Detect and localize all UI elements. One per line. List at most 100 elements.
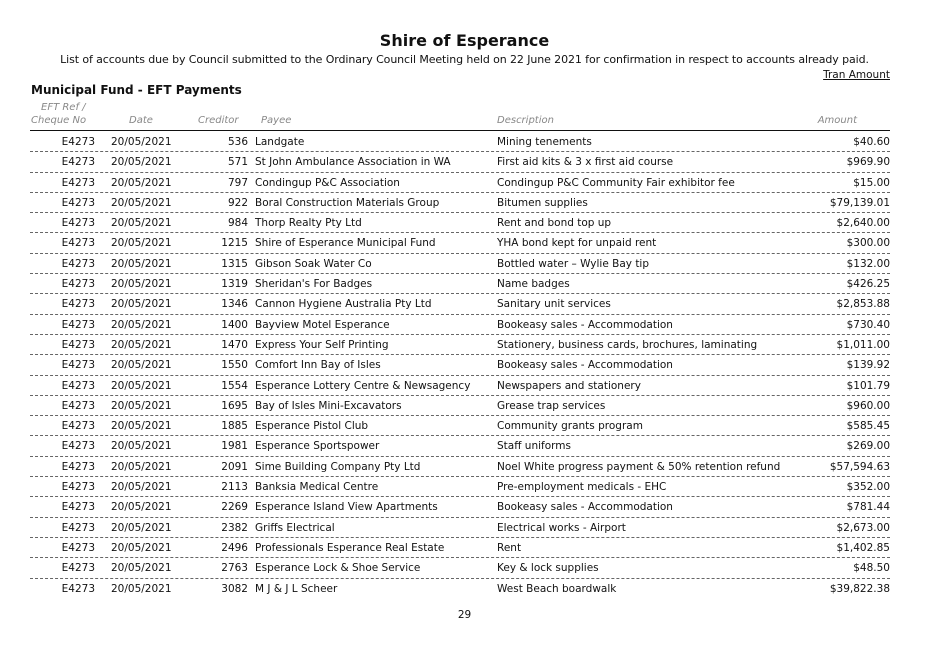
cell-payee: Boral Construction Materials Group <box>255 196 440 209</box>
cell-description: Bookeasy sales - Accommodation <box>497 501 673 514</box>
cell-eft-ref: E4273 <box>61 278 95 291</box>
cell-eft-ref: E4273 <box>61 501 95 514</box>
cell-description: Sanitary unit services <box>497 298 611 311</box>
cell-description: Bookeasy sales - Accommodation <box>497 359 673 372</box>
table-row: E4273 20/05/2021 1550 Comfort Inn Bay of Is… <box>30 355 890 376</box>
cell-description: First aid kits & 3 x first aid course <box>497 156 674 169</box>
cell-date: 20/05/2021 <box>111 440 172 453</box>
cell-payee: Esperance Lottery Centre & Newsagency <box>255 379 471 392</box>
cell-description: Noel White progress payment & 50% retent… <box>497 460 781 473</box>
cell-eft-ref: E4273 <box>61 257 95 270</box>
column-header-creditor: Creditor <box>198 115 239 126</box>
cell-date: 20/05/2021 <box>111 318 172 331</box>
cell-amount: $79,139.01 <box>829 196 890 209</box>
cell-creditor: 1319 <box>221 278 248 291</box>
table-row: E4273 20/05/2021 1470 Express Your Self Pri… <box>30 335 890 356</box>
cell-payee: Bay of Isles Mini-Excavators <box>255 399 402 412</box>
cell-description: Grease trap services <box>497 399 606 412</box>
cell-date: 20/05/2021 <box>111 237 172 250</box>
cell-creditor: 2269 <box>221 501 248 514</box>
table-row: E4273 20/05/2021 1885 Esperance Pistol Club… <box>30 416 890 437</box>
cell-creditor: 1885 <box>221 420 248 433</box>
cell-creditor: 536 <box>227 136 248 148</box>
column-header-description: Description <box>497 115 554 126</box>
cell-date: 20/05/2021 <box>111 196 172 209</box>
table-row: E4273 20/05/2021 984 Thorp Realty Pty Ltd Re… <box>30 213 890 234</box>
cell-amount: $352.00 <box>846 481 890 494</box>
cell-creditor: 2382 <box>221 521 248 534</box>
cell-eft-ref: E4273 <box>61 156 95 169</box>
table-row: E4273 20/05/2021 1346 Cannon Hygiene Austra… <box>30 294 890 315</box>
cell-description: Rent and bond top up <box>497 217 612 230</box>
cell-amount: $2,853.88 <box>836 298 890 311</box>
cell-eft-ref: E4273 <box>61 582 95 595</box>
cell-amount: $57,594.63 <box>829 460 890 473</box>
cell-creditor: 1981 <box>221 440 248 453</box>
cell-date: 20/05/2021 <box>111 460 172 473</box>
table-row: E4273 20/05/2021 1554 Esperance Lottery Cen… <box>30 376 890 396</box>
cell-date: 20/05/2021 <box>111 298 172 311</box>
cell-payee: Esperance Island View Apartments <box>255 501 438 514</box>
cell-date: 20/05/2021 <box>111 176 172 189</box>
cell-date: 20/05/2021 <box>111 136 172 148</box>
cell-creditor: 3082 <box>221 582 248 595</box>
table-row: E4273 20/05/2021 536 Landgate Mining tenemen… <box>30 132 890 153</box>
table-row: E4273 20/05/2021 571 St John Ambulance Asso… <box>30 152 890 173</box>
table-row: E4273 20/05/2021 797 Condingup P&C Associat… <box>30 173 890 193</box>
document-title: Shire of Esperance <box>379 31 550 50</box>
document-subtitle: List of accounts due by Council submitte… <box>60 53 869 66</box>
cell-payee: Professionals Esperance Real Estate <box>255 541 445 554</box>
table-row: E4273 20/05/2021 2382 Griffs Electrical Elec… <box>30 518 890 538</box>
cell-amount: $960.00 <box>846 399 890 412</box>
cell-creditor: 922 <box>227 196 248 209</box>
cell-eft-ref: E4273 <box>61 217 95 230</box>
cell-creditor: 1554 <box>221 379 248 392</box>
cell-amount: $40.60 <box>853 136 890 148</box>
cell-date: 20/05/2021 <box>111 582 172 595</box>
cell-eft-ref: E4273 <box>61 379 95 392</box>
cell-amount: $1,402.85 <box>836 541 890 554</box>
table-row: E4273 20/05/2021 1215 Shire of Esperance Mu… <box>30 233 890 254</box>
cell-eft-ref: E4273 <box>61 541 95 554</box>
cell-eft-ref: E4273 <box>61 481 95 494</box>
cell-creditor: 571 <box>227 156 248 169</box>
cell-amount: $132.00 <box>846 257 890 270</box>
cell-description: Name badges <box>497 278 570 291</box>
cell-payee: Express Your Self Printing <box>255 338 389 351</box>
cell-date: 20/05/2021 <box>111 541 172 554</box>
cell-eft-ref: E4273 <box>61 420 95 433</box>
cell-description: Community grants program <box>497 420 643 433</box>
cell-amount: $2,673.00 <box>836 521 890 534</box>
cell-date: 20/05/2021 <box>111 278 172 291</box>
cell-payee: Esperance Lock & Shoe Service <box>255 562 421 575</box>
cell-description: Electrical works - Airport <box>497 521 626 534</box>
cell-creditor: 2496 <box>221 541 248 554</box>
cell-description: Bitumen supplies <box>497 196 588 209</box>
cell-payee: Banksia Medical Centre <box>255 481 379 494</box>
table-row: E4273 20/05/2021 2113 Banksia Medical Centr… <box>30 477 890 498</box>
cell-amount: $969.90 <box>846 156 890 169</box>
cell-description: West Beach boardwalk <box>497 582 617 595</box>
cell-date: 20/05/2021 <box>111 257 172 270</box>
cell-description: Pre-employment medicals - EHC <box>497 481 667 494</box>
cell-description: Rent <box>497 541 522 554</box>
cell-creditor: 1470 <box>221 338 248 351</box>
cell-creditor: 2113 <box>221 481 248 494</box>
cell-date: 20/05/2021 <box>111 562 172 575</box>
cell-creditor: 2763 <box>221 562 248 575</box>
section-title: Municipal Fund - EFT Payments <box>31 83 242 97</box>
cell-amount: $15.00 <box>853 176 890 189</box>
cell-date: 20/05/2021 <box>111 217 172 230</box>
cell-description: Key & lock supplies <box>497 562 599 575</box>
cell-date: 20/05/2021 <box>111 420 172 433</box>
cell-eft-ref: E4273 <box>61 460 95 473</box>
cell-date: 20/05/2021 <box>111 338 172 351</box>
cell-description: Bookeasy sales - Accommodation <box>497 318 673 331</box>
cell-description: Newspapers and stationery <box>497 379 641 392</box>
table-row: E4273 20/05/2021 2269 Esperance Island View… <box>30 497 890 518</box>
table-row: E4273 20/05/2021 1315 Gibson Soak Water Co B… <box>30 254 890 275</box>
cell-payee: Cannon Hygiene Australia Pty Ltd <box>255 298 432 311</box>
cell-amount: $269.00 <box>846 440 890 453</box>
table-row: E4273 20/05/2021 3082 M J & J L Scheer West … <box>30 579 890 598</box>
cell-amount: $101.79 <box>846 379 890 392</box>
